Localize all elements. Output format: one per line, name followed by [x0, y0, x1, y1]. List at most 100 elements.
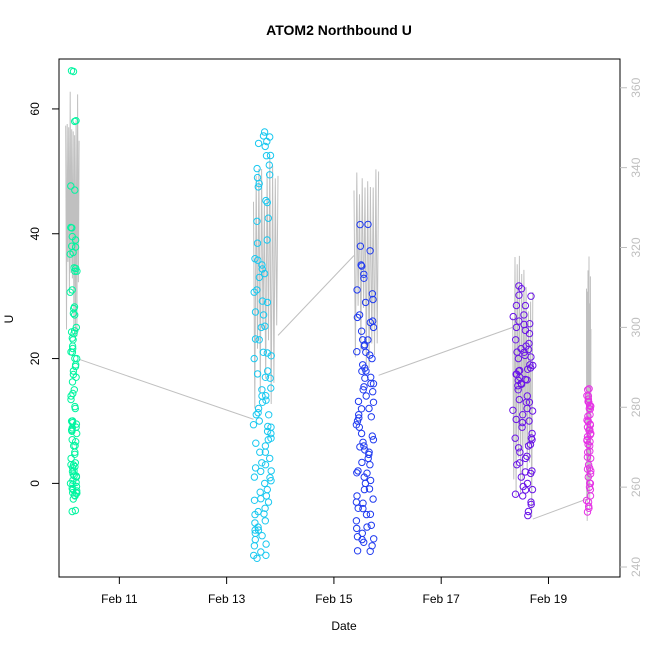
data-point: [265, 411, 273, 419]
data-point: [251, 519, 259, 527]
data-point: [526, 320, 534, 328]
data-point: [355, 414, 363, 422]
data-point: [264, 214, 272, 222]
data-point: [514, 386, 522, 394]
data-point: [256, 488, 264, 496]
data-point: [261, 479, 269, 488]
data-point: [367, 521, 375, 529]
data-point: [68, 419, 77, 427]
data-point: [528, 407, 537, 415]
data-point: [267, 467, 275, 475]
data-point: [524, 511, 532, 520]
data-point: [261, 504, 269, 512]
data-point: [586, 464, 594, 472]
data-point: [369, 323, 378, 332]
data-point: [73, 489, 81, 497]
data-point: [72, 117, 80, 125]
data-point: [369, 388, 377, 396]
data-point: [67, 67, 76, 75]
data-point: [70, 386, 79, 394]
data-point: [353, 492, 361, 500]
data-point: [267, 384, 275, 392]
data-point: [69, 344, 77, 353]
data-point: [265, 161, 273, 169]
secondary-line-spike: [512, 255, 534, 518]
data-point: [521, 375, 530, 384]
data-point: [69, 309, 78, 318]
data-point: [249, 421, 258, 429]
data-point: [263, 427, 272, 436]
data-point: [363, 523, 371, 531]
y-tick-label: 20: [28, 352, 42, 366]
data-point: [352, 517, 361, 525]
data-point: [71, 402, 79, 411]
data-point: [512, 301, 521, 310]
data-point: [365, 450, 373, 459]
data-point: [359, 504, 367, 513]
data-point: [261, 142, 269, 151]
data-point: [266, 171, 274, 179]
data-point: [518, 418, 527, 427]
data-point: [250, 496, 259, 504]
data-point: [514, 382, 522, 390]
data-point: [252, 439, 260, 447]
data-point: [360, 274, 368, 282]
data-point: [260, 510, 268, 518]
data-point: [587, 402, 595, 410]
data-point: [255, 179, 263, 188]
data-point: [526, 361, 534, 369]
data-point: [358, 458, 366, 467]
data-point: [257, 495, 265, 503]
data-point: [366, 510, 375, 518]
data-point: [261, 517, 269, 525]
data-point: [515, 317, 523, 325]
plot-frame: [58, 58, 621, 578]
data-point: [67, 392, 75, 400]
data-point: [71, 311, 79, 319]
y-axis-label: U: [2, 315, 16, 324]
data-point: [72, 323, 81, 332]
data-point: [514, 354, 523, 363]
data-point: [516, 459, 524, 467]
data-point: [250, 542, 259, 550]
data-point: [72, 438, 80, 446]
data-point: [263, 298, 272, 307]
data-point: [266, 374, 274, 382]
data-point: [584, 412, 592, 420]
data-point: [267, 477, 275, 485]
data-point: [509, 406, 517, 414]
data-point: [366, 461, 374, 469]
data-point: [258, 459, 266, 467]
data-point: [526, 364, 535, 372]
data-point: [262, 196, 270, 205]
data-point: [359, 386, 367, 394]
data-point: [253, 286, 261, 294]
y2-tick-label: 320: [629, 237, 643, 257]
data-point: [354, 504, 362, 512]
data-point: [253, 554, 261, 562]
data-point: [527, 469, 535, 478]
data-point: [352, 421, 361, 429]
data-points: [66, 67, 595, 562]
data-point: [583, 416, 591, 424]
secondary-line-spike: [65, 91, 80, 341]
data-point: [362, 367, 370, 375]
data-point: [523, 452, 531, 460]
data-point: [68, 286, 76, 294]
data-point: [525, 398, 534, 406]
data-point: [260, 269, 269, 278]
data-point: [253, 217, 261, 226]
data-point: [267, 352, 275, 360]
data-point: [255, 336, 263, 344]
data-point: [71, 186, 79, 194]
data-point: [362, 510, 371, 519]
data-point: [68, 484, 76, 493]
data-point: [250, 354, 258, 363]
data-point: [253, 370, 262, 378]
y2-tick-label: 340: [629, 157, 643, 177]
data-point: [262, 551, 270, 559]
data-point: [73, 429, 81, 438]
y2-tick-label: 360: [629, 77, 643, 97]
data-point: [68, 507, 76, 516]
data-point: [257, 467, 265, 476]
